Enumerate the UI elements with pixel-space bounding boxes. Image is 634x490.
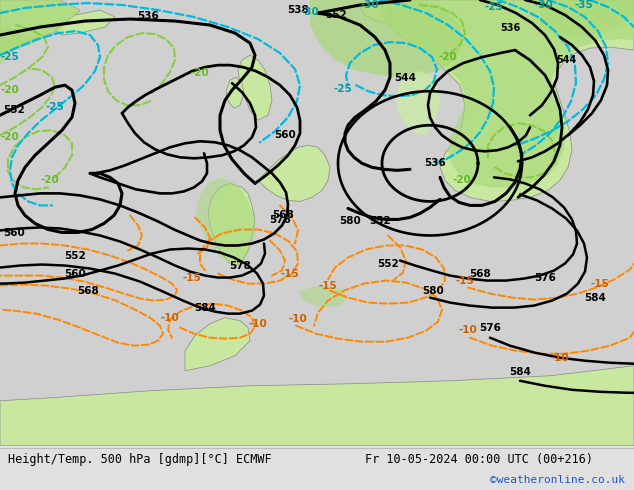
- Text: 552: 552: [369, 217, 391, 226]
- Text: -25: -25: [46, 102, 65, 112]
- Text: -20: -20: [41, 175, 60, 185]
- Polygon shape: [380, 0, 634, 187]
- Polygon shape: [310, 0, 462, 77]
- Text: 552: 552: [64, 250, 86, 261]
- Text: 568: 568: [77, 286, 99, 295]
- Text: -25: -25: [333, 84, 353, 94]
- Polygon shape: [0, 25, 30, 65]
- Text: 536: 536: [500, 23, 520, 33]
- Text: 584: 584: [584, 293, 606, 303]
- Text: 576: 576: [269, 216, 291, 225]
- Text: -30: -30: [301, 7, 320, 17]
- Polygon shape: [396, 71, 440, 135]
- Text: -20: -20: [453, 175, 471, 185]
- Text: 576: 576: [534, 272, 556, 283]
- Text: -25: -25: [1, 52, 20, 62]
- Text: -30: -30: [534, 0, 553, 10]
- Polygon shape: [0, 366, 634, 446]
- Polygon shape: [208, 183, 255, 266]
- Text: -10: -10: [288, 314, 307, 323]
- Polygon shape: [300, 286, 348, 308]
- Text: -30: -30: [361, 0, 379, 10]
- Polygon shape: [196, 177, 256, 266]
- Text: -15: -15: [456, 275, 474, 286]
- Text: -25: -25: [484, 2, 503, 12]
- Polygon shape: [540, 0, 634, 37]
- Polygon shape: [238, 55, 272, 120]
- Text: 580: 580: [339, 217, 361, 226]
- Text: 552: 552: [3, 105, 25, 115]
- Text: -10: -10: [160, 313, 179, 322]
- Text: 536: 536: [137, 11, 159, 21]
- Polygon shape: [258, 146, 330, 201]
- Text: 560: 560: [64, 269, 86, 278]
- Text: ©weatheronline.co.uk: ©weatheronline.co.uk: [490, 475, 625, 485]
- Text: -20: -20: [1, 85, 20, 95]
- Polygon shape: [0, 0, 80, 55]
- Text: 560: 560: [274, 130, 296, 140]
- Text: -15: -15: [281, 269, 299, 278]
- Text: 544: 544: [556, 55, 576, 65]
- Polygon shape: [390, 0, 634, 201]
- Text: 584: 584: [194, 303, 216, 313]
- Polygon shape: [0, 0, 80, 55]
- Text: 544: 544: [394, 73, 416, 83]
- Text: Height/Temp. 500 hPa [gdmp][°C] ECMWF: Height/Temp. 500 hPa [gdmp][°C] ECMWF: [8, 453, 271, 466]
- Text: 580: 580: [422, 286, 444, 295]
- Polygon shape: [55, 10, 115, 35]
- Text: 560: 560: [3, 228, 25, 239]
- Text: 552: 552: [325, 10, 347, 20]
- Text: Fr 10-05-2024 00:00 UTC (00+216): Fr 10-05-2024 00:00 UTC (00+216): [365, 453, 593, 466]
- Text: -20: -20: [439, 52, 457, 62]
- Text: -15: -15: [591, 279, 609, 289]
- Text: 538: 538: [287, 5, 309, 15]
- Text: -20: -20: [191, 68, 209, 78]
- Text: 536: 536: [424, 158, 446, 169]
- Polygon shape: [360, 0, 540, 75]
- Text: 584: 584: [509, 367, 531, 377]
- Text: -10: -10: [550, 353, 569, 363]
- Text: -35: -35: [574, 0, 593, 10]
- Text: 576: 576: [479, 322, 501, 333]
- Text: -20: -20: [1, 132, 20, 142]
- Polygon shape: [226, 77, 244, 108]
- Text: 568: 568: [469, 269, 491, 278]
- Polygon shape: [185, 318, 250, 371]
- Text: 568: 568: [272, 210, 294, 221]
- Text: -15: -15: [319, 281, 337, 291]
- Text: -15: -15: [183, 272, 202, 283]
- Text: 578: 578: [229, 261, 251, 270]
- Text: 552: 552: [377, 259, 399, 269]
- Text: -10: -10: [458, 325, 477, 335]
- Text: -10: -10: [249, 318, 268, 329]
